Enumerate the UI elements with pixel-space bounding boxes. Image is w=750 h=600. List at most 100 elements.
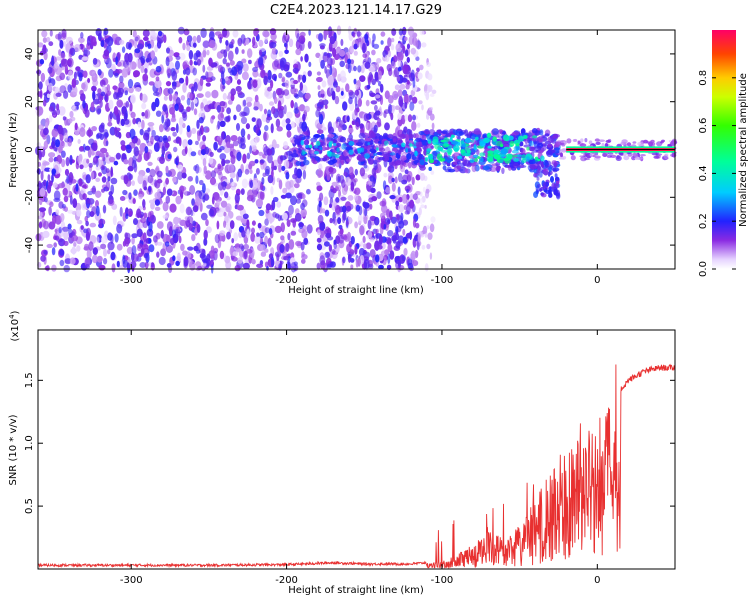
spectrogram-cell xyxy=(130,94,136,104)
spectrogram-cell xyxy=(69,154,73,166)
spectrogram-cell xyxy=(387,230,394,237)
spectrogram-cell xyxy=(376,151,383,156)
spectrogram-cell xyxy=(408,133,414,139)
spectrogram-cell xyxy=(311,157,316,164)
spectrogram-cell xyxy=(144,68,148,74)
spectrogram-cell xyxy=(389,210,393,221)
spectrogram-cell xyxy=(181,172,187,179)
spectrogram-cell xyxy=(402,26,407,36)
spectrogram-cell xyxy=(168,93,173,102)
spectrogram-cell xyxy=(483,137,491,143)
spectrogram-cell xyxy=(278,72,283,79)
spectrogram-cell xyxy=(222,57,227,65)
spectrogram-cell xyxy=(230,135,238,142)
spectrogram-cell xyxy=(280,235,285,241)
spectrogram-cell xyxy=(427,140,432,144)
spectrogram-cell xyxy=(402,228,406,236)
spectrogram-cell xyxy=(472,154,479,158)
spectrogram-cell xyxy=(237,37,243,47)
spectrogram-cell xyxy=(394,256,398,263)
spectrogram-cell xyxy=(214,196,222,202)
spectrogram-cell xyxy=(189,185,196,195)
spectrogram-cell xyxy=(150,202,155,210)
spectrogram-cell xyxy=(166,221,173,232)
spectrogram-cell xyxy=(193,52,199,61)
spectrogram-cell xyxy=(63,90,69,99)
spectrogram-cell xyxy=(51,55,55,67)
spectrogram-cell xyxy=(474,157,478,163)
spectrogram-cell xyxy=(51,168,57,175)
spectrogram-cell xyxy=(105,168,110,174)
spectrogram-cell xyxy=(316,106,322,111)
spectrogram-cell xyxy=(210,170,217,179)
spectrogram-cell xyxy=(108,68,114,78)
spectrogram-cell xyxy=(173,94,178,100)
spectrogram-cell xyxy=(175,60,180,70)
spectrogram-cell xyxy=(429,223,435,233)
spectrogram-cell xyxy=(202,64,206,73)
spectrogram-cell xyxy=(103,248,107,257)
spectrogram-cell xyxy=(324,104,328,110)
spectrogram-cell xyxy=(179,124,183,135)
spectrogram-cell xyxy=(422,225,428,234)
spectrogram-cell xyxy=(401,142,406,148)
spectrogram-cell xyxy=(198,248,206,254)
spectrogram-cell xyxy=(532,128,538,134)
spectrogram-cell xyxy=(525,156,530,162)
spectrogram-cell xyxy=(107,176,111,182)
x-tick-label: 0 xyxy=(594,275,600,286)
spectrogram-cell xyxy=(235,85,242,92)
spectrogram-cell xyxy=(577,140,581,144)
spectrogram-cell xyxy=(335,204,341,214)
spectrogram-cell xyxy=(584,138,588,143)
spectrogram-cell xyxy=(109,111,113,120)
spectrogram-cell xyxy=(231,39,235,45)
spectrogram-cell xyxy=(452,129,458,135)
spectrogram-cell xyxy=(193,81,198,92)
spectrogram-cell xyxy=(159,124,164,133)
spectrogram-cell xyxy=(397,112,403,120)
spectrogram-cell xyxy=(204,188,211,194)
spectrogram-cell xyxy=(336,142,342,147)
spectrogram-cell xyxy=(346,158,351,162)
spectrogram-cell xyxy=(280,60,285,71)
spectrogram-cell xyxy=(349,258,355,263)
spectrogram-cell xyxy=(255,123,260,134)
spectrogram-cell xyxy=(196,93,204,98)
spectrogram-cell xyxy=(380,31,386,37)
spectrogram-cell xyxy=(320,229,325,239)
spectrogram-cell xyxy=(623,155,630,161)
spectrogram-cell xyxy=(293,79,299,85)
spectrogram-cell xyxy=(393,55,398,63)
spectrogram-cell xyxy=(162,104,168,112)
spectrogram-cell xyxy=(495,165,501,172)
spectrogram-cell xyxy=(290,262,297,273)
snr-y-multiplier: (x104) xyxy=(8,310,21,341)
spectrogram-cell xyxy=(401,77,408,83)
spectrogram-cell xyxy=(306,188,311,195)
spectrogram-cell xyxy=(208,31,215,40)
spectrogram-cell xyxy=(284,49,289,55)
spectrogram-cell xyxy=(151,101,157,112)
spectrogram-cell xyxy=(292,173,298,180)
spectrogram-cell xyxy=(402,45,406,54)
spectrogram-cell xyxy=(331,90,336,101)
spectrogram-cell xyxy=(409,193,414,202)
spectrogram-cell xyxy=(272,196,279,203)
spectrogram-cell xyxy=(97,88,102,94)
spectrogram-cell xyxy=(124,90,128,96)
snr-panel: -300 -200 -100 0 0.5 1.0 1.5 Height of straig… xyxy=(8,310,676,596)
spectrogram-cell xyxy=(607,152,614,155)
spectrogram-cell xyxy=(72,85,78,96)
spectrogram-cell xyxy=(307,41,312,49)
spectrogram-cell xyxy=(51,141,56,149)
spectrogram-cell xyxy=(47,66,53,74)
spectrogram-cell xyxy=(76,104,79,110)
spectrogram-cell xyxy=(419,29,425,36)
spectrogram-cell xyxy=(572,139,578,142)
spectrogram-cell xyxy=(370,100,378,105)
spectrogram-cell xyxy=(405,84,410,90)
spectrogram-cell xyxy=(296,32,300,43)
spectrogram-cell xyxy=(199,179,204,186)
spectrogram-cell xyxy=(157,30,163,37)
